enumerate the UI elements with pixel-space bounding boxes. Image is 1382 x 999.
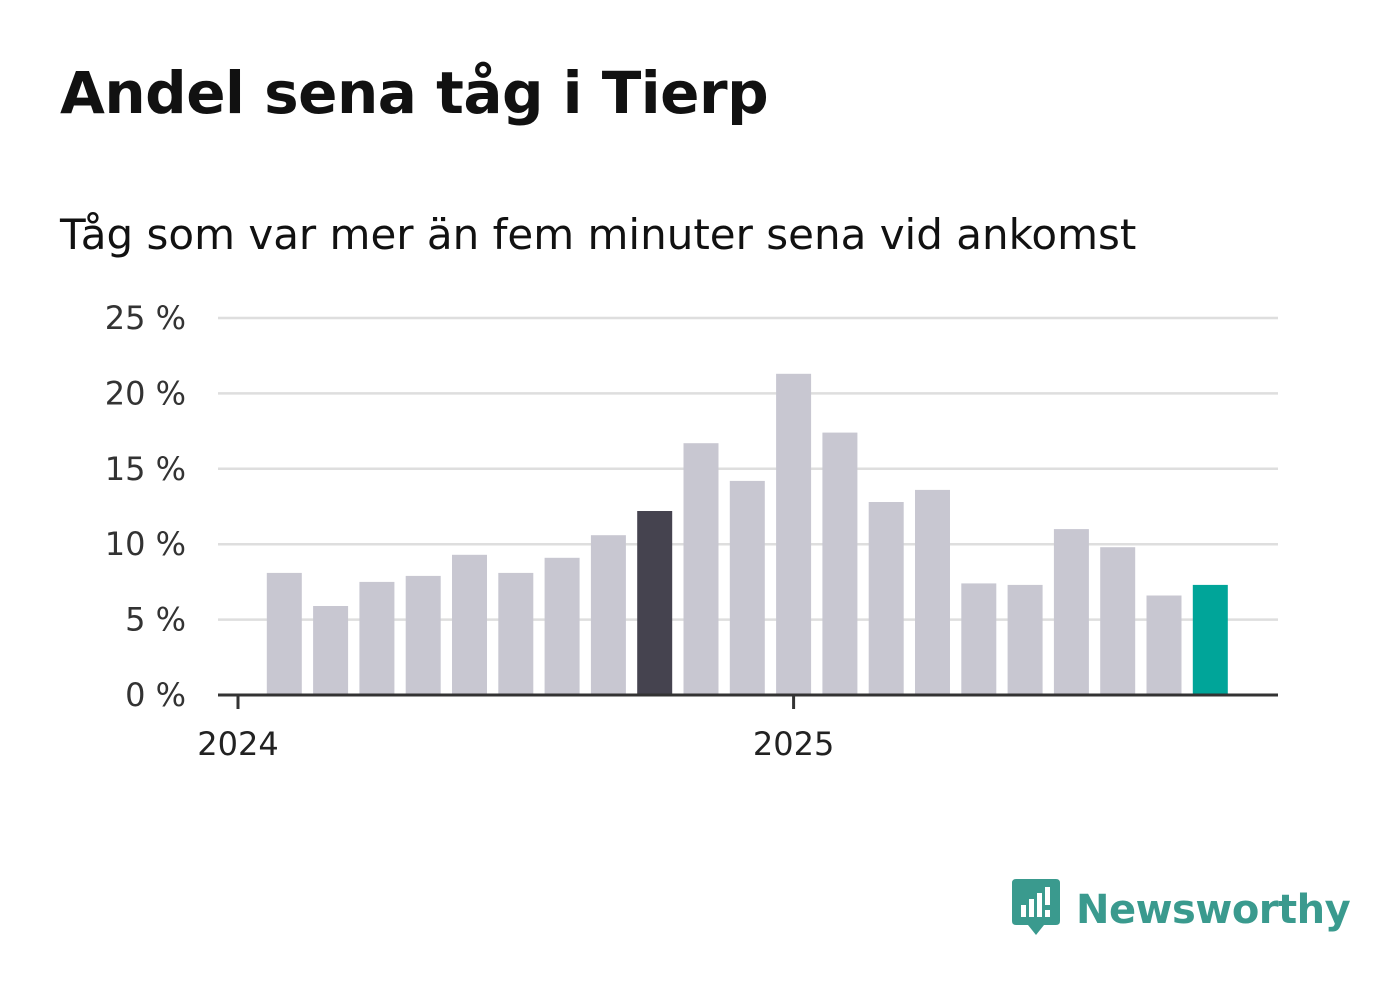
bar-2024-05 bbox=[405, 575, 441, 695]
y-tick-label: 20 % bbox=[105, 374, 186, 412]
y-tick-label: 10 % bbox=[105, 525, 186, 563]
brand-logo: Newsworthy bbox=[1010, 877, 1351, 943]
chart-title: Andel sena tåg i Tierp bbox=[60, 59, 769, 127]
bar-2024-12 bbox=[729, 480, 765, 695]
bar-2025-05 bbox=[961, 583, 997, 695]
y-tick-label: 15 % bbox=[105, 450, 186, 488]
newsworthy-logo-icon bbox=[1010, 877, 1062, 943]
bar-2025-03 bbox=[868, 502, 904, 695]
bar-2025-07 bbox=[1053, 529, 1089, 695]
axes bbox=[218, 693, 1278, 709]
y-tick-label: 5 % bbox=[125, 601, 186, 639]
bar-2025-08 bbox=[1100, 547, 1136, 695]
bar-2024-02 bbox=[266, 572, 302, 695]
bar-2024-06 bbox=[452, 554, 487, 695]
bar-chart: 0 % 5 % 10 % 15 % 20 % 25 % 2024 2025 bbox=[105, 299, 1278, 763]
bar-2025-06 bbox=[1007, 584, 1043, 695]
bar-2025-09 bbox=[1146, 595, 1182, 695]
bar-2025-01 bbox=[776, 373, 812, 695]
y-tick-label: 0 % bbox=[125, 676, 186, 714]
bar-2025-04 bbox=[915, 489, 950, 695]
bar-2025-02 bbox=[822, 432, 858, 695]
chart-subtitle: Tåg som var mer än fem minuter sena vid … bbox=[60, 210, 1137, 259]
bar-2024-03 bbox=[313, 606, 349, 695]
bar-2024-08 bbox=[544, 557, 580, 695]
x-tick-label: 2025 bbox=[753, 725, 834, 763]
y-tick-label: 25 % bbox=[105, 299, 186, 337]
tick-labels: 0 % 5 % 10 % 15 % 20 % 25 % 2024 2025 bbox=[105, 299, 835, 763]
bar-2024-11 bbox=[683, 443, 719, 695]
bars bbox=[266, 373, 1228, 695]
bar-2024-09 bbox=[590, 535, 626, 695]
brand-name: Newsworthy bbox=[1076, 887, 1351, 933]
x-tick-label: 2024 bbox=[197, 725, 278, 763]
bar-2024-07 bbox=[498, 572, 534, 695]
bar-2025-10 bbox=[1192, 584, 1228, 695]
bar-2024-04 bbox=[359, 581, 395, 695]
bar-2024-10 bbox=[637, 511, 673, 695]
